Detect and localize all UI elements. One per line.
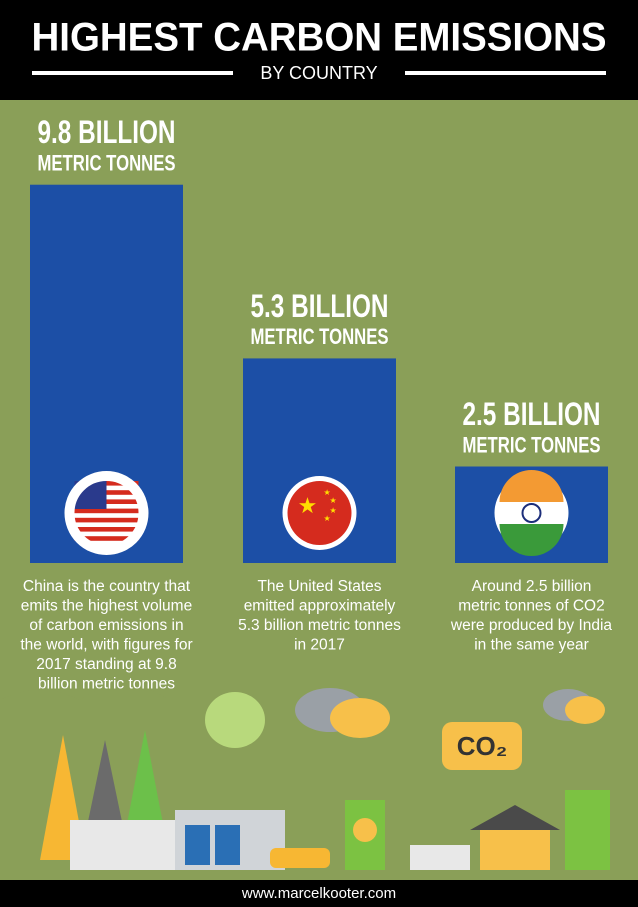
description: in 2017 [294, 637, 345, 654]
description: China is the country that [23, 578, 191, 595]
description: the world, with figures for [20, 637, 192, 654]
description: The United States [257, 578, 381, 595]
description: 2017 standing at 9.8 [36, 656, 176, 673]
star: ★ [330, 506, 337, 515]
flag-field [287, 481, 352, 545]
star: ★ [298, 493, 318, 518]
subtitle: BY COUNTRY [260, 63, 377, 83]
description: in the same year [474, 637, 589, 654]
title: HIGHEST CARBON EMISSIONS [32, 16, 607, 60]
description: emits the highest volume [21, 598, 192, 615]
stripe [74, 527, 139, 532]
description: billion metric tonnes [38, 676, 175, 693]
flag [64, 471, 149, 555]
description: 5.3 billion metric tonnes [238, 617, 401, 634]
star: ★ [324, 514, 331, 523]
stripe [74, 517, 139, 523]
unit-label: METRIC TONNES [251, 324, 389, 349]
header [0, 0, 638, 100]
unit-label: METRIC TONNES [38, 151, 176, 176]
description: emitted approximately [244, 598, 396, 615]
star: ★ [324, 488, 331, 497]
footer-bar [0, 880, 638, 907]
value-label: 5.3 BILLION [251, 288, 389, 324]
clip [64, 471, 149, 555]
description: metric tonnes of CO2 [458, 598, 604, 615]
description: Around 2.5 billion [472, 578, 592, 595]
description: of carbon emissions in [29, 617, 183, 634]
flag [494, 470, 569, 556]
value-label: 9.8 BILLION [38, 114, 176, 150]
band [499, 524, 564, 556]
unit-label: METRIC TONNES [463, 432, 601, 457]
band [499, 470, 564, 502]
chakra [521, 503, 542, 523]
value-label: 2.5 BILLION [463, 396, 601, 432]
footer: www.marcelkooter.com [241, 885, 396, 902]
illustration: CO₂ [0, 685, 638, 880]
description: were produced by India [450, 617, 613, 634]
stripe [74, 536, 139, 541]
star: ★ [330, 496, 337, 505]
flag: ★★★★★ [282, 476, 357, 550]
co2-badge: CO₂ [457, 731, 508, 761]
stripe [74, 508, 139, 514]
